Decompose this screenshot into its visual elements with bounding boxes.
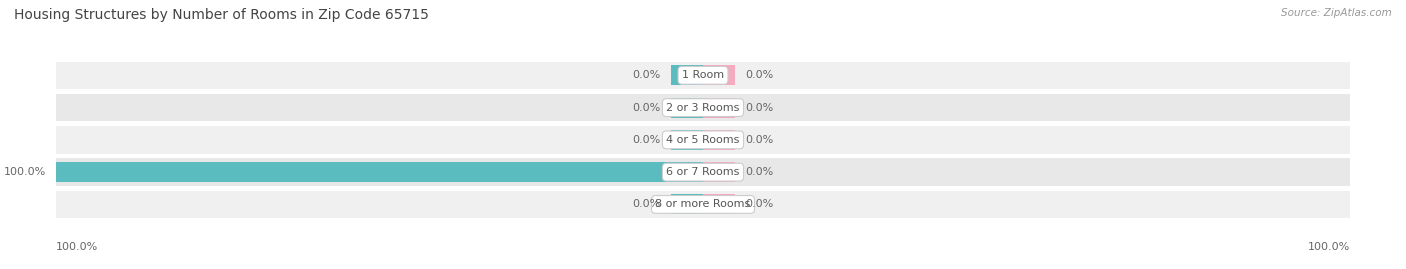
Text: Source: ZipAtlas.com: Source: ZipAtlas.com xyxy=(1281,8,1392,18)
Bar xyxy=(703,98,735,118)
Text: 0.0%: 0.0% xyxy=(745,199,773,210)
Text: 0.0%: 0.0% xyxy=(745,70,773,80)
Text: 0.0%: 0.0% xyxy=(633,135,661,145)
Text: 2 or 3 Rooms: 2 or 3 Rooms xyxy=(666,102,740,113)
Text: 100.0%: 100.0% xyxy=(56,242,98,252)
Bar xyxy=(703,194,735,214)
Text: 0.0%: 0.0% xyxy=(633,199,661,210)
Text: 4 or 5 Rooms: 4 or 5 Rooms xyxy=(666,135,740,145)
Bar xyxy=(56,126,1350,154)
Text: 6 or 7 Rooms: 6 or 7 Rooms xyxy=(666,167,740,177)
Bar xyxy=(56,62,1350,89)
Text: Housing Structures by Number of Rooms in Zip Code 65715: Housing Structures by Number of Rooms in… xyxy=(14,8,429,22)
Text: 8 or more Rooms: 8 or more Rooms xyxy=(655,199,751,210)
Bar xyxy=(703,65,735,85)
Bar xyxy=(703,162,735,182)
Text: 0.0%: 0.0% xyxy=(745,102,773,113)
Text: 1 Room: 1 Room xyxy=(682,70,724,80)
Text: 100.0%: 100.0% xyxy=(4,167,46,177)
Text: 0.0%: 0.0% xyxy=(745,167,773,177)
Bar xyxy=(56,94,1350,121)
Text: 0.0%: 0.0% xyxy=(633,70,661,80)
Bar xyxy=(671,194,703,214)
Bar xyxy=(703,130,735,150)
Bar xyxy=(56,158,1350,186)
Bar xyxy=(671,130,703,150)
Bar xyxy=(671,98,703,118)
Bar xyxy=(671,65,703,85)
Bar xyxy=(56,162,703,182)
Text: 100.0%: 100.0% xyxy=(1308,242,1350,252)
Text: 0.0%: 0.0% xyxy=(745,135,773,145)
Bar xyxy=(56,191,1350,218)
Text: 0.0%: 0.0% xyxy=(633,102,661,113)
